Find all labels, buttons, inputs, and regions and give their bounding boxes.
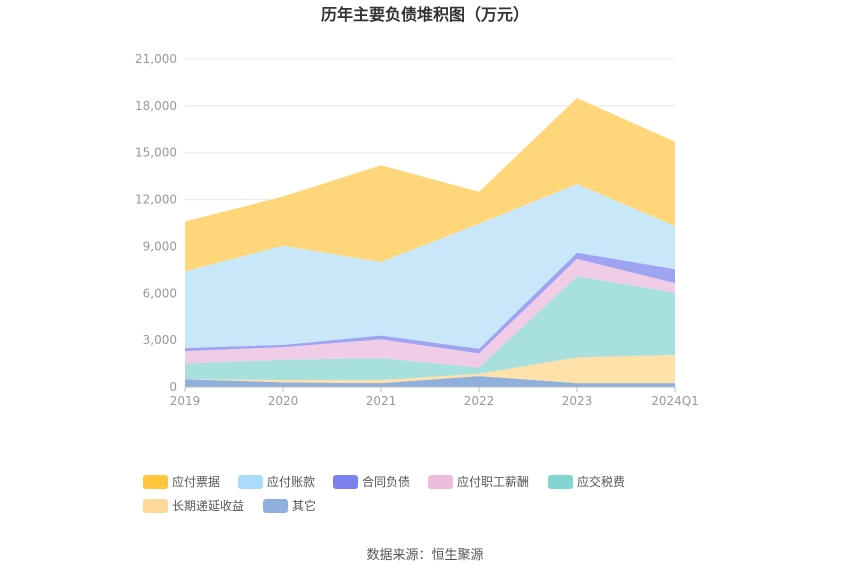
x-tick-label: 2019 [170, 394, 201, 408]
x-tick-label: 2024Q1 [651, 394, 699, 408]
area-series-应付票据[interactable] [185, 98, 675, 272]
legend-label: 应付账款 [267, 474, 315, 489]
legend-item-应交税费[interactable]: 应交税费 [548, 474, 625, 489]
axes: 2019 2020 2021 2022 2023 2024Q1 [170, 386, 699, 408]
legend-swatch [143, 499, 168, 513]
y-tick-label: 3,000 [143, 333, 177, 347]
legend-item-合同负债[interactable]: 合同负债 [333, 474, 410, 489]
area-series-应交税费[interactable] [185, 276, 675, 380]
y-tick-label: 18,000 [135, 99, 177, 113]
legend-label: 长期递延收益 [172, 499, 244, 513]
legend-swatch [428, 475, 453, 489]
legend-item-其它[interactable]: 其它 [263, 498, 316, 513]
legend-item-应付票据[interactable]: 应付票据 [143, 474, 220, 489]
area-series-group [185, 98, 675, 387]
y-tick-label: 15,000 [135, 146, 177, 160]
area-series-其它[interactable] [185, 376, 675, 387]
legend-label: 应付票据 [172, 474, 220, 489]
area-series-应付账款[interactable] [185, 183, 675, 349]
y-tick-label: 21,000 [135, 52, 177, 66]
y-tick-label: 9,000 [143, 239, 177, 253]
data-source-note: 数据来源：恒生聚源 [366, 548, 483, 563]
area-series-长期递延收益[interactable] [185, 354, 675, 384]
legend-label: 其它 [292, 498, 316, 513]
grid-lines: 0 3,000 6,000 9,000 12,000 15,000 18,000 21,000 [135, 52, 675, 394]
legend-label: 应付职工薪酬 [457, 474, 529, 489]
y-tick-label: 12,000 [135, 193, 177, 207]
x-tick-label: 2022 [464, 394, 495, 408]
chart-title: 历年主要负债堆积图（万元） [321, 5, 529, 24]
area-series-合同负债[interactable] [185, 252, 675, 354]
x-tick-label: 2020 [268, 394, 299, 408]
legend-item-长期递延收益[interactable]: 长期递延收益 [143, 499, 244, 513]
legend-item-应付账款[interactable]: 应付账款 [238, 474, 315, 489]
legend-swatch [333, 475, 358, 489]
legend-swatch [263, 499, 288, 513]
legend-swatch [238, 475, 263, 489]
x-tick-label: 2021 [366, 394, 397, 408]
y-tick-label: 0 [169, 380, 177, 394]
legend-swatch [143, 475, 168, 489]
area-series-应付职工薪酬[interactable] [185, 258, 675, 368]
x-tick-label: 2023 [562, 394, 593, 408]
legend-label: 合同负债 [362, 474, 410, 489]
legend-item-应付职工薪酬[interactable]: 应付职工薪酬 [428, 474, 529, 489]
legend-label: 应交税费 [577, 474, 625, 489]
y-tick-label: 6,000 [143, 286, 177, 300]
legend-swatch [548, 475, 573, 489]
